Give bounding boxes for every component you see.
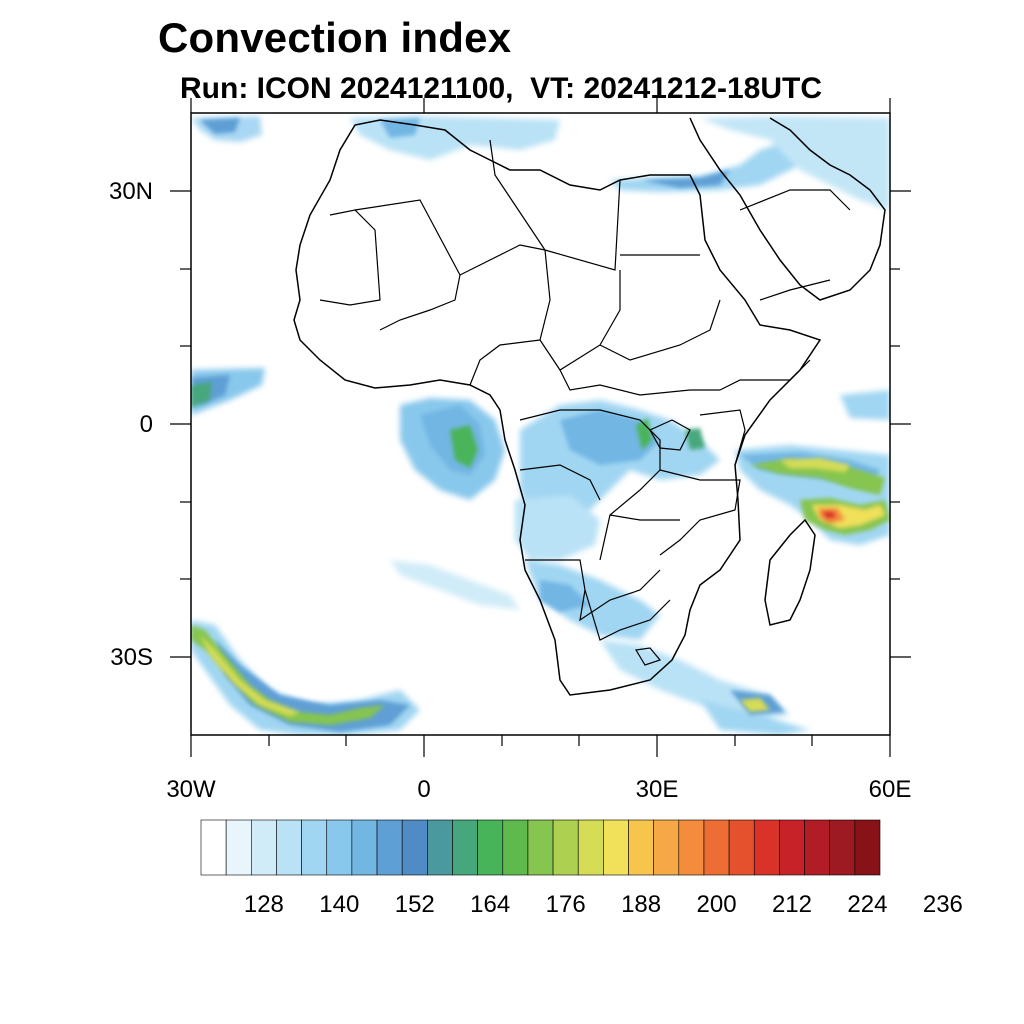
colorbar-label: 200: [697, 891, 737, 918]
colorbar-label: 188: [621, 891, 661, 918]
colorbar-swatch: [728, 819, 755, 876]
x-tick-label: 0: [417, 776, 430, 803]
colorbar-swatch: [351, 819, 378, 876]
colorbar-swatch: [452, 819, 478, 876]
colorbar-swatch: [804, 819, 831, 876]
colorbar-swatch: [376, 819, 403, 876]
colorbar-swatch: [427, 819, 453, 876]
colorbar-label: 128: [244, 891, 284, 918]
colorbar-swatch: [678, 819, 705, 876]
convection-high: [191, 382, 890, 725]
colorbar-label: 212: [772, 891, 812, 918]
colorbar-swatch: [703, 819, 730, 876]
colorbar-swatch: [854, 819, 881, 876]
colorbar-label: 152: [395, 891, 435, 918]
colorbar-swatch: [603, 819, 629, 876]
x-tick-label: 30E: [636, 776, 679, 803]
colorbar-swatch: [527, 819, 554, 876]
colorbar-swatch: [779, 819, 805, 876]
colorbar-swatch: [326, 819, 353, 876]
y-tick-label: 30S: [110, 644, 153, 671]
colorbar-label: 164: [470, 891, 510, 918]
coastlines: [293, 117, 886, 696]
tick-marks: [170, 98, 911, 757]
colorbar-swatch: [653, 819, 680, 876]
colorbar-label: 236: [923, 891, 963, 918]
colorbar-swatch: [577, 819, 604, 876]
y-tick-label: 0: [140, 411, 153, 438]
colorbar-label: 224: [847, 891, 887, 918]
colorbar-swatch: [401, 819, 428, 876]
borders: [319, 139, 851, 666]
colorbar-swatch: [301, 819, 328, 876]
colorbar-label: 176: [546, 891, 586, 918]
colorbar-swatch: [276, 819, 302, 876]
colorbar-swatch: [829, 819, 856, 876]
colorbar-swatch: [552, 819, 579, 876]
x-tick-label: 30W: [166, 776, 216, 803]
chart-subtitle: Run: ICON 2024121100, VT: 20241212-18UTC: [180, 72, 822, 105]
colorbar-swatch: [225, 819, 252, 876]
convection-field: [191, 116, 890, 735]
colorbar-swatch: [251, 819, 277, 876]
colorbar-swatch: [200, 819, 227, 876]
colorbar-swatch: [477, 819, 504, 876]
colorbar-swatch: [502, 819, 529, 876]
chart-title: Convection index: [158, 14, 512, 61]
colorbar: [200, 819, 881, 876]
colorbar-label: 140: [319, 891, 359, 918]
colorbar-swatch: [628, 819, 654, 876]
y-tick-label: 30N: [109, 178, 153, 205]
colorbar-labels: 128 140 152 164 176 188 200 212 224 236: [244, 891, 963, 918]
colorbar-swatch: [753, 819, 780, 876]
x-tick-label: 60E: [869, 776, 912, 803]
